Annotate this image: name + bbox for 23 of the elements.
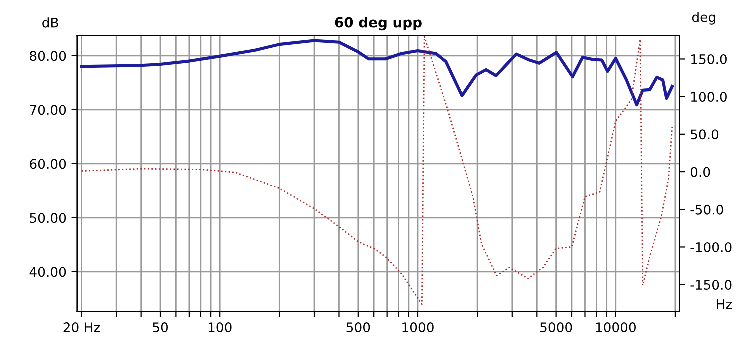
- y-tick-label: 40.00: [30, 267, 66, 278]
- y2-tick-label: -100.0: [690, 242, 732, 252]
- x-tick-label: 20 Hz: [64, 322, 100, 333]
- x-tick-label: 50: [153, 322, 168, 333]
- x-tick-label: 5000: [540, 322, 572, 333]
- y2-axis-title: deg: [692, 12, 716, 25]
- y2-tick-label: 100.0: [692, 92, 727, 102]
- y2-tick-label: -50.0: [690, 204, 724, 215]
- y-tick-label: 50.00: [30, 213, 66, 224]
- x-tick-label: 10000: [596, 322, 636, 333]
- y2-tick-label: 0.0: [690, 167, 710, 178]
- x-axis-title: Hz: [717, 300, 732, 310]
- y2-tick-label: 150.0: [692, 54, 727, 64]
- x-tick-label: 1000: [402, 322, 434, 333]
- y-tick-label: 80.00: [30, 51, 66, 62]
- y2-tick-label: -150.0: [690, 280, 732, 290]
- x-tick-label: 100: [208, 322, 232, 333]
- x-tick-label: 500: [346, 322, 370, 333]
- y-tick-label: 70.00: [30, 105, 66, 116]
- chart-title: 60 deg upp: [335, 17, 422, 31]
- y2-tick-label: 50.0: [691, 130, 719, 140]
- y-tick-label: 60.00: [30, 159, 66, 170]
- y-axis-title: dB: [42, 18, 58, 28]
